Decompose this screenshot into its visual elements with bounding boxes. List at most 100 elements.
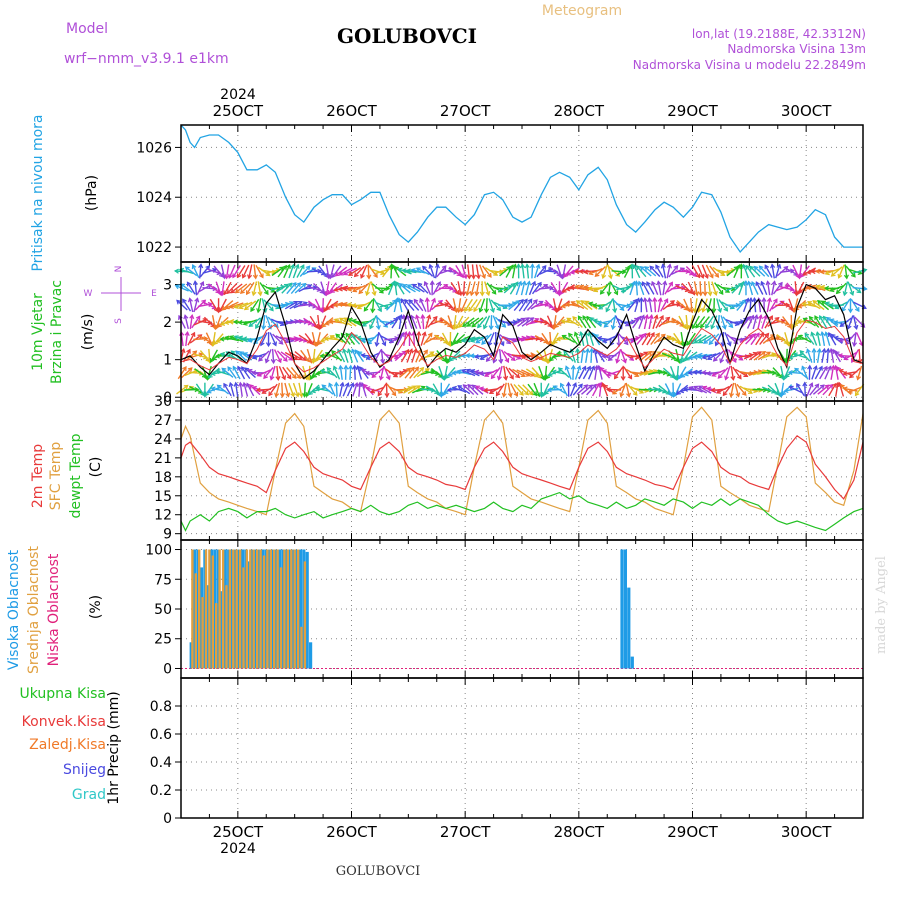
wind-vector xyxy=(755,281,764,295)
wind-vector-head xyxy=(496,375,502,381)
wind-vector-head xyxy=(717,307,723,314)
wind-vector-head xyxy=(327,289,333,295)
wind-vector-head xyxy=(834,304,840,310)
wind-vector xyxy=(852,269,867,274)
wind-vector xyxy=(219,298,227,312)
wind-vector xyxy=(676,300,689,311)
wind-vector-head xyxy=(209,357,215,364)
wind-vector xyxy=(409,366,419,379)
wind-vector xyxy=(339,317,353,327)
wind-vector xyxy=(300,349,310,362)
wind-vector xyxy=(369,315,377,329)
wind-vector xyxy=(678,315,687,329)
wind-vector-head xyxy=(778,281,783,287)
wind-vector xyxy=(648,298,653,313)
wind-vector-head xyxy=(380,358,386,365)
wind-vector-head xyxy=(182,298,187,304)
wind-vector-head xyxy=(261,389,267,394)
wind-vector-head xyxy=(683,371,689,377)
wind-vector-head xyxy=(415,385,421,390)
wind-vector xyxy=(643,315,648,330)
wind-vector xyxy=(349,333,361,345)
wind-vector xyxy=(510,383,519,397)
wind-vector-head xyxy=(560,318,566,325)
wind-vector-head xyxy=(369,324,374,330)
wind-vector-head xyxy=(561,288,567,293)
wind-vector-head xyxy=(527,298,533,304)
wind-vector-head xyxy=(566,317,572,323)
wind-vector xyxy=(408,299,420,311)
wind-vector-head xyxy=(854,391,860,397)
wind-vector-head xyxy=(693,385,699,391)
wind-vector xyxy=(375,315,380,330)
wind-vector-head xyxy=(488,389,494,395)
wind-vector-head xyxy=(466,274,472,280)
wind-vector-head xyxy=(706,370,712,376)
wind-vector xyxy=(512,368,526,377)
wind-vector xyxy=(685,315,689,330)
wind-vector xyxy=(784,267,798,276)
wind-vector xyxy=(748,351,762,361)
wind-vector-head xyxy=(771,370,777,376)
wind-vector-head xyxy=(328,382,333,388)
compass-s: S xyxy=(114,318,124,324)
wind-vector xyxy=(306,383,313,397)
wind-vector xyxy=(396,282,405,295)
wind-vector xyxy=(182,298,192,312)
wind-vector-head xyxy=(393,266,399,272)
wind-vector-head xyxy=(601,353,607,359)
wind-vector-head xyxy=(270,359,276,365)
y-tick-label: 0.2 xyxy=(150,783,172,799)
wind-vector xyxy=(622,282,634,294)
wind-vector xyxy=(616,303,631,308)
wind-vector-head xyxy=(264,358,270,364)
wind-vector xyxy=(276,350,288,362)
wind-vector xyxy=(212,331,216,347)
mid-cloud-bar xyxy=(245,549,249,669)
wind-vector xyxy=(223,383,232,397)
wind-vector xyxy=(323,298,332,312)
wind-vector xyxy=(490,299,502,311)
wind-vector xyxy=(858,348,861,363)
wind-vector-head xyxy=(847,388,853,394)
wind-vector-head xyxy=(578,383,583,389)
wind-vector xyxy=(809,383,820,396)
wind-vector-head xyxy=(565,286,571,292)
wind-vector xyxy=(461,264,467,279)
wind-vector xyxy=(625,382,630,397)
wind-vector xyxy=(531,367,543,379)
wind-vector xyxy=(576,300,589,311)
wind-vector xyxy=(387,281,395,296)
mid-cloud-bar xyxy=(256,549,259,669)
wind-vector xyxy=(586,316,597,329)
wind-vector-head xyxy=(837,273,843,279)
pressure-unit-label: (hPa) xyxy=(84,175,100,211)
wind-vector xyxy=(243,382,249,397)
wind-vector xyxy=(176,299,188,311)
panel-labels: 1022102410260123912151821242730025507510… xyxy=(6,102,832,841)
wind-vector-head xyxy=(326,366,332,372)
wind-vector-head xyxy=(697,385,703,391)
wind-vector xyxy=(346,383,354,397)
wind-vector-head xyxy=(285,263,291,270)
wind-vector xyxy=(505,366,514,380)
wind-vector-head xyxy=(619,392,625,398)
pressure-line xyxy=(180,124,863,254)
wind-vector xyxy=(516,369,530,377)
wind-vector xyxy=(425,315,431,329)
wind-vector xyxy=(509,281,519,295)
wind-vector xyxy=(272,333,284,345)
wind-vector xyxy=(354,265,365,277)
wind-vector xyxy=(248,317,261,327)
wind-vector-head xyxy=(532,299,538,305)
wind-vector xyxy=(439,302,453,309)
wind-vector xyxy=(443,365,448,380)
wind-vector xyxy=(484,368,498,377)
wind-vector xyxy=(275,382,281,397)
wind-vector xyxy=(189,315,193,330)
wind-vector xyxy=(652,315,658,330)
wind-vector xyxy=(257,298,262,313)
wind-vector xyxy=(688,315,694,330)
wind-vector xyxy=(498,285,512,292)
wind-vector xyxy=(817,300,830,311)
